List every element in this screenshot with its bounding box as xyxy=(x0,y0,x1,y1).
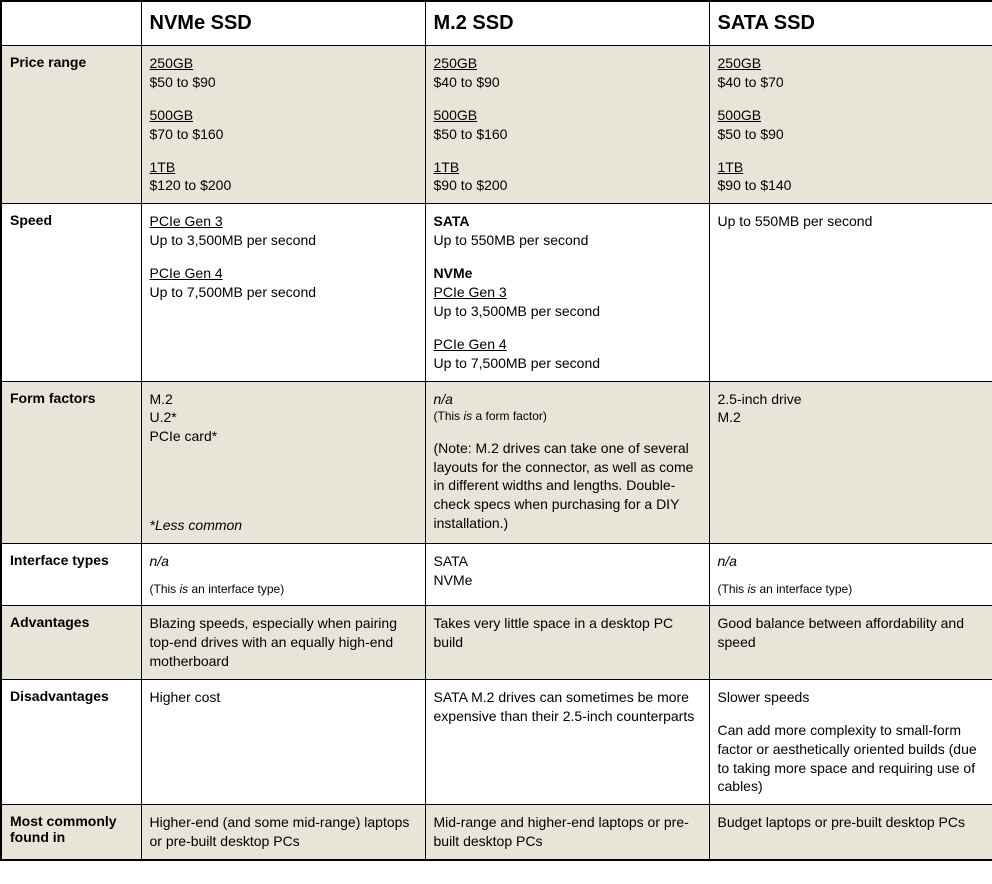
price-tier-value: $50 to $90 xyxy=(150,74,216,90)
header-empty xyxy=(1,1,141,46)
speed-tier-value: Up to 550MB per second xyxy=(434,232,589,248)
cell-nvme-speed: PCIe Gen 3 Up to 3,500MB per second PCIe … xyxy=(141,204,425,381)
price-tier-value: $40 to $70 xyxy=(718,74,784,90)
na-note-em: is xyxy=(748,582,757,596)
row-label: Most commonly found in xyxy=(1,805,141,860)
row-common-found: Most commonly found in Higher-end (and s… xyxy=(1,805,992,860)
na-note: an interface type) xyxy=(756,582,852,596)
row-advantages: Advantages Blazing speeds, especially wh… xyxy=(1,606,992,680)
price-tier-value: $50 to $160 xyxy=(434,126,508,142)
speed-tier-label: PCIe Gen 3 xyxy=(150,213,223,229)
price-tier-value: $50 to $90 xyxy=(718,126,784,142)
speed-tier-value: Up to 3,500MB per second xyxy=(434,303,601,319)
row-label: Form factors xyxy=(1,381,141,544)
speed-group-label: SATA xyxy=(434,213,470,229)
price-tier-label: 250GB xyxy=(718,55,762,71)
cell-nvme-form: M.2 U.2* PCIe card* *Less common xyxy=(141,381,425,544)
cell-nvme-advantages: Blazing speeds, especially when pairing … xyxy=(141,606,425,680)
header-m2: M.2 SSD xyxy=(425,1,709,46)
cell-nvme-disadvantages: Higher cost xyxy=(141,679,425,804)
row-label: Price range xyxy=(1,46,141,204)
form-factor-item: U.2* xyxy=(150,409,177,425)
header-sata: SATA SSD xyxy=(709,1,992,46)
na-note-em: is xyxy=(180,582,189,596)
disadvantage-item: Can add more complexity to small-form fa… xyxy=(718,721,985,797)
price-tier-label: 1TB xyxy=(434,159,460,175)
price-tier-value: $90 to $200 xyxy=(434,177,508,193)
row-interface-types: Interface types n/a (This is an interfac… xyxy=(1,544,992,606)
form-factor-item: M.2 xyxy=(718,409,741,425)
price-tier-value: $90 to $140 xyxy=(718,177,792,193)
row-label: Disadvantages xyxy=(1,679,141,804)
row-label: Interface types xyxy=(1,544,141,606)
disadvantage-item: Slower speeds xyxy=(718,688,985,707)
price-tier-value: $70 to $160 xyxy=(150,126,224,142)
speed-tier-label: PCIe Gen 4 xyxy=(150,265,223,281)
price-tier-value: $40 to $90 xyxy=(434,74,500,90)
price-tier-label: 250GB xyxy=(434,55,478,71)
interface-item: SATA xyxy=(434,553,469,569)
cell-m2-form: n/a (This is a form factor) (Note: M.2 d… xyxy=(425,381,709,544)
row-form-factors: Form factors M.2 U.2* PCIe card* *Less c… xyxy=(1,381,992,544)
price-tier-label: 500GB xyxy=(434,107,478,123)
form-factor-item: M.2 xyxy=(150,391,173,407)
cell-sata-interface: n/a (This is an interface type) xyxy=(709,544,992,606)
cell-sata-speed: Up to 550MB per second xyxy=(709,204,992,381)
header-nvme: NVMe SSD xyxy=(141,1,425,46)
form-factor-note: (Note: M.2 drives can take one of severa… xyxy=(434,439,701,533)
cell-sata-disadvantages: Slower speeds Can add more complexity to… xyxy=(709,679,992,804)
speed-tier-label: PCIe Gen 3 xyxy=(434,284,507,300)
price-tier-label: 250GB xyxy=(150,55,194,71)
cell-nvme-interface: n/a (This is an interface type) xyxy=(141,544,425,606)
price-tier-label: 1TB xyxy=(150,159,176,175)
row-disadvantages: Disadvantages Higher cost SATA M.2 drive… xyxy=(1,679,992,804)
cell-nvme-price: 250GB $50 to $90 500GB $70 to $160 1TB $120… xyxy=(141,46,425,204)
speed-tier-value: Up to 3,500MB per second xyxy=(150,232,317,248)
footnote: *Less common xyxy=(150,516,417,535)
na-note-em: is xyxy=(464,409,473,423)
price-tier-label: 500GB xyxy=(718,107,762,123)
speed-tier-value: Up to 7,500MB per second xyxy=(150,284,317,300)
na-label: n/a xyxy=(150,553,169,569)
speed-group-label: NVMe xyxy=(434,265,473,281)
row-speed: Speed PCIe Gen 3 Up to 3,500MB per second… xyxy=(1,204,992,381)
cell-sata-price: 250GB $40 to $70 500GB $50 to $90 1TB $90 t… xyxy=(709,46,992,204)
row-price-range: Price range 250GB $50 to $90 500GB $70 to … xyxy=(1,46,992,204)
row-label: Speed xyxy=(1,204,141,381)
form-factor-item: PCIe card* xyxy=(150,428,218,444)
row-label: Advantages xyxy=(1,606,141,680)
speed-tier-label: PCIe Gen 4 xyxy=(434,336,507,352)
cell-sata-common: Budget laptops or pre-built desktop PCs xyxy=(709,805,992,860)
price-tier-value: $120 to $200 xyxy=(150,177,232,193)
na-label: n/a xyxy=(434,391,453,407)
cell-nvme-common: Higher-end (and some mid-range) laptops … xyxy=(141,805,425,860)
speed-tier-value: Up to 7,500MB per second xyxy=(434,355,601,371)
price-tier-label: 1TB xyxy=(718,159,744,175)
interface-item: NVMe xyxy=(434,572,473,588)
header-row: NVMe SSD M.2 SSD SATA SSD xyxy=(1,1,992,46)
price-tier-label: 500GB xyxy=(150,107,194,123)
cell-m2-common: Mid-range and higher-end laptops or pre-… xyxy=(425,805,709,860)
na-note: a form factor) xyxy=(472,409,547,423)
cell-m2-disadvantages: SATA M.2 drives can sometimes be more ex… xyxy=(425,679,709,804)
cell-sata-form: 2.5-inch drive M.2 xyxy=(709,381,992,544)
cell-m2-interface: SATA NVMe xyxy=(425,544,709,606)
na-label: n/a xyxy=(718,553,737,569)
na-note: an interface type) xyxy=(188,582,284,596)
na-note: (This xyxy=(150,582,180,596)
cell-m2-advantages: Takes very little space in a desktop PC … xyxy=(425,606,709,680)
form-factor-item: 2.5-inch drive xyxy=(718,391,802,407)
cell-sata-advantages: Good balance between affordability and s… xyxy=(709,606,992,680)
speed-tier-value: Up to 550MB per second xyxy=(718,213,873,229)
cell-m2-speed: SATA Up to 550MB per second NVMe PCIe Gen… xyxy=(425,204,709,381)
ssd-comparison-table: NVMe SSD M.2 SSD SATA SSD Price range 25… xyxy=(0,0,992,861)
cell-m2-price: 250GB $40 to $90 500GB $50 to $160 1TB $90 … xyxy=(425,46,709,204)
na-note: (This xyxy=(718,582,748,596)
na-note: (This xyxy=(434,409,464,423)
